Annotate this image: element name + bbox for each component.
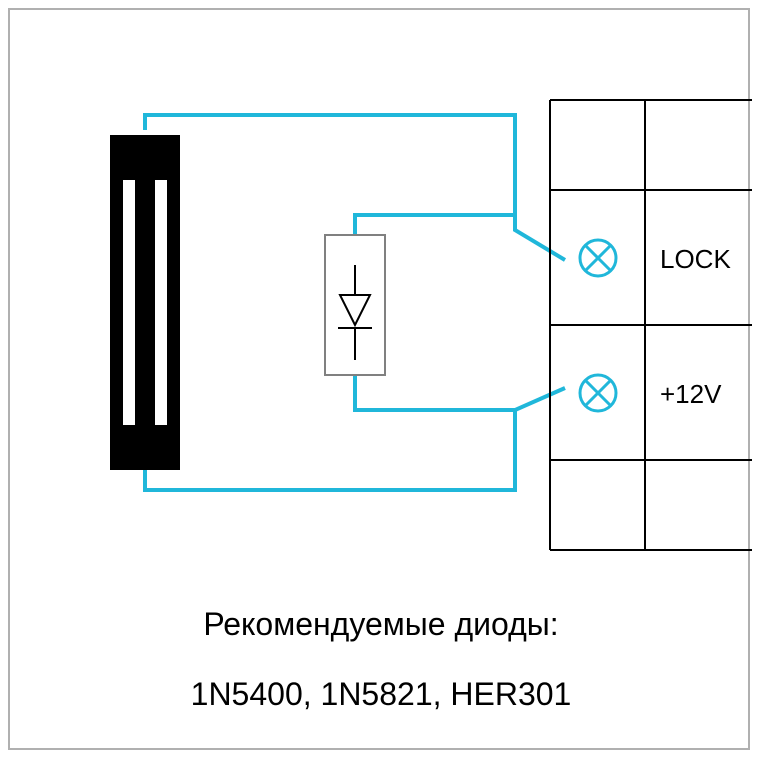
wire-diode-top	[355, 215, 515, 235]
terminal-label-12v: +12V	[660, 379, 722, 409]
diode-component	[325, 235, 385, 375]
magnetic-lock	[110, 135, 180, 470]
wire-diode-bottom	[355, 375, 515, 410]
diagram-frame: LOCK +12V Рекомендуемые диоды: 1N5400, 1…	[8, 8, 750, 750]
screw-terminal-lock	[580, 240, 616, 276]
terminal-block	[550, 100, 752, 550]
caption-line1: Рекомендуемые диоды:	[203, 606, 558, 642]
wiring-diagram: LOCK +12V Рекомендуемые диоды: 1N5400, 1…	[10, 10, 752, 752]
screw-terminal-12v	[580, 375, 616, 411]
terminal-label-lock: LOCK	[660, 244, 731, 274]
caption-line2: 1N5400, 1N5821, HER301	[191, 676, 572, 712]
